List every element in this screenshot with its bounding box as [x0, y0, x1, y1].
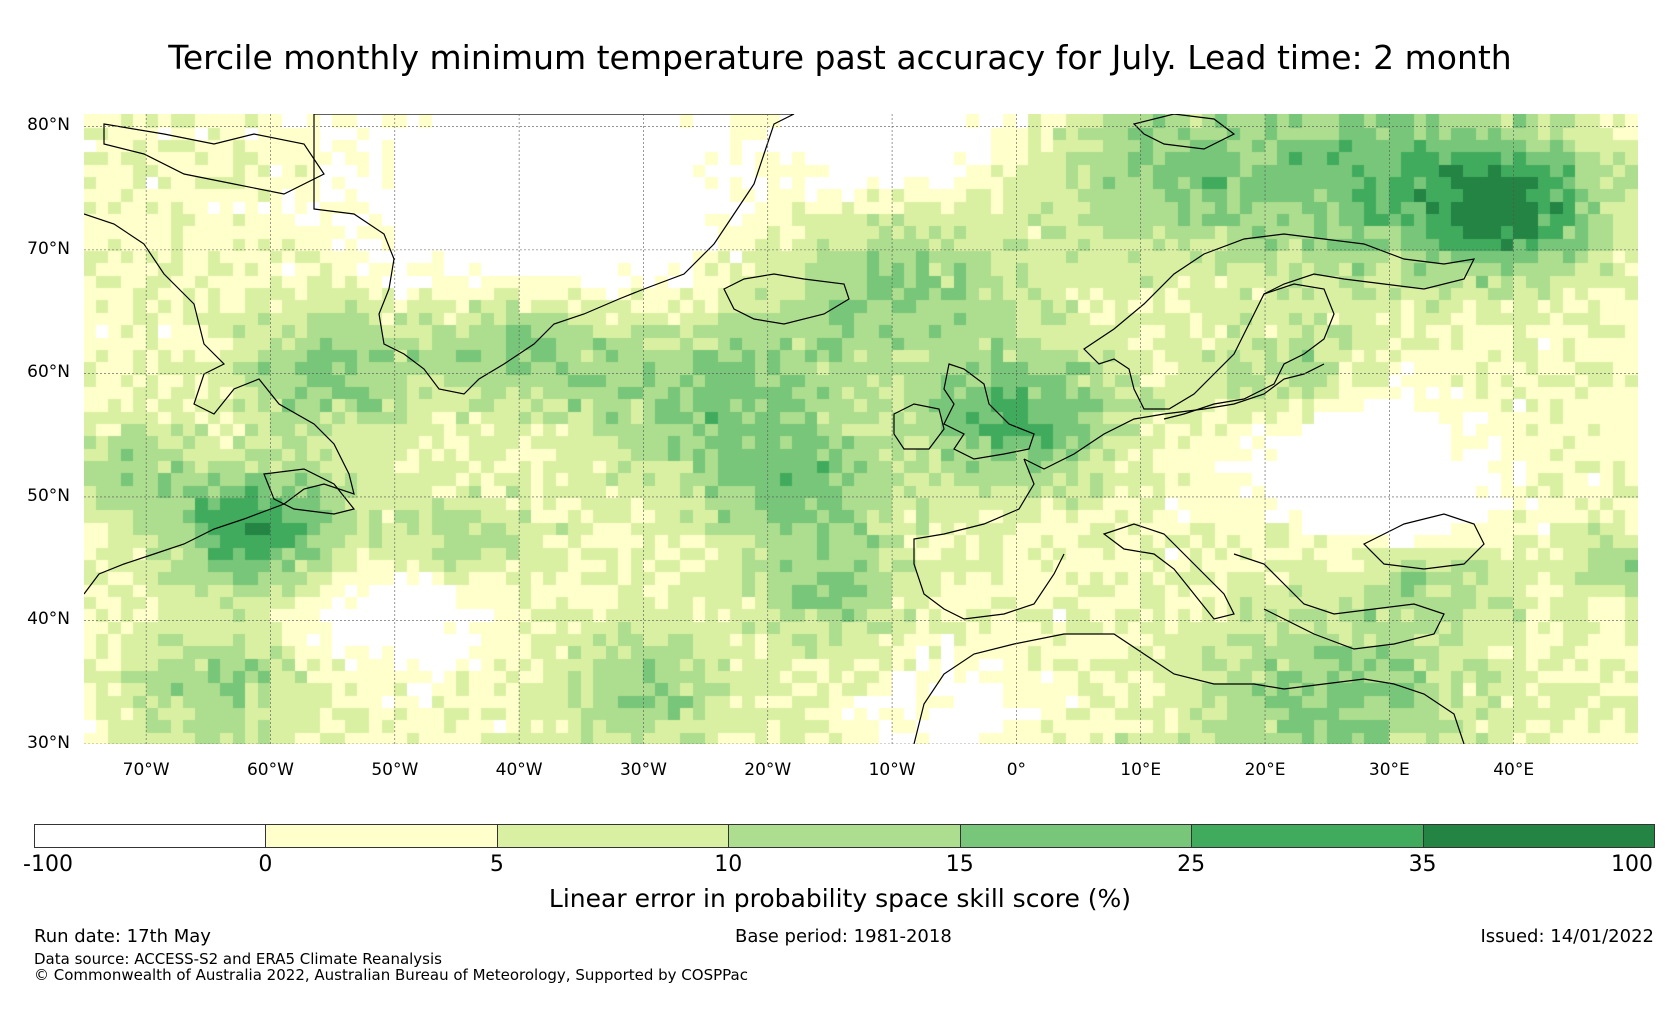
- colorbar-tick-label: -100: [23, 852, 73, 877]
- colorbar-tick-label: 0: [258, 852, 273, 877]
- longitude-tick-label: 0°: [1006, 760, 1027, 780]
- coastline-north-america: [84, 213, 355, 595]
- data-source: Data source: ACCESS-S2 and ERA5 Climate …: [34, 950, 442, 968]
- coastline-greenland: [313, 114, 795, 395]
- longitude-tick-label: 20°E: [1244, 760, 1286, 780]
- longitude-tick-label: 70°W: [122, 760, 170, 780]
- coastline-italy: [1102, 523, 1235, 620]
- coastline-finland-baltic: [1163, 283, 1335, 420]
- latitude-tick-label: 50°N: [27, 485, 70, 506]
- coastline-newfoundland: [263, 468, 356, 515]
- coastline-iceland: [723, 273, 850, 325]
- latitude-tick-label: 80°N: [27, 115, 70, 136]
- longitude-tick-label: 40°W: [495, 760, 543, 780]
- coastlines: [84, 114, 1485, 744]
- longitude-tick-label: 40°E: [1493, 760, 1535, 780]
- colorbar-tick-label: 25: [1177, 852, 1206, 877]
- coastline-north-africa: [913, 633, 1465, 744]
- latitude-tick-label: 30°N: [27, 733, 70, 753]
- latitude-tick-label: 40°N: [27, 609, 70, 630]
- colorbar-tick-label: 100: [1611, 852, 1653, 877]
- colorbar-tick-label: 10: [714, 852, 743, 877]
- coastline-great-britain: [943, 363, 1035, 460]
- copyright: © Commonwealth of Australia 2022, Austra…: [34, 966, 748, 984]
- colorbar-tick-label: 35: [1408, 852, 1437, 877]
- coastline-scandinavia: [1083, 233, 1476, 410]
- longitude-tick-label: 30°E: [1368, 760, 1410, 780]
- base-period: Base period: 1981-2018: [735, 926, 952, 947]
- colorbar-segment: [496, 824, 730, 848]
- gridlines: [84, 114, 1638, 744]
- longitude-tick-label: 30°W: [619, 760, 667, 780]
- skill-score-raster: [84, 114, 1638, 744]
- colorbar-segment: [265, 824, 498, 848]
- longitude-tick-label: 60°W: [246, 760, 294, 780]
- latitude-tick-label: 70°N: [27, 238, 70, 259]
- colorbar-tick-label: 15: [945, 852, 974, 877]
- colorbar: [34, 824, 1655, 850]
- colorbar-tick-label: 5: [489, 852, 504, 877]
- map-overlay: [84, 114, 1638, 744]
- skill-score-map: [84, 114, 1638, 744]
- coastline-balkans-turkey: [1233, 553, 1445, 650]
- map-title: Tercile monthly minimum temperature past…: [168, 38, 1512, 77]
- coastline-arctic-islands: [103, 123, 325, 195]
- colorbar-segment: [34, 824, 267, 848]
- coastline-svalbard: [1132, 114, 1236, 150]
- coastline-western-europe: [1023, 363, 1325, 470]
- colorbar-segment: [1191, 824, 1424, 848]
- issued-date: Issued: 14/01/2022: [1480, 926, 1654, 947]
- colorbar-segment: [959, 824, 1193, 848]
- coastline-ireland: [893, 403, 945, 450]
- longitude-tick-label: 10°W: [868, 760, 916, 780]
- longitude-tick-label: 10°E: [1120, 760, 1162, 780]
- run-date: Run date: 17th May: [34, 926, 211, 947]
- coastline-iberia: [913, 458, 1065, 620]
- latitude-tick-label: 60°N: [27, 362, 70, 383]
- colorbar-segment: [728, 824, 961, 848]
- colorbar-label: Linear error in probability space skill …: [548, 884, 1132, 913]
- longitude-tick-label: 50°W: [371, 760, 419, 780]
- longitude-tick-label: 20°W: [744, 760, 792, 780]
- coastline-black-sea: [1362, 513, 1485, 570]
- colorbar-segment: [1422, 824, 1655, 848]
